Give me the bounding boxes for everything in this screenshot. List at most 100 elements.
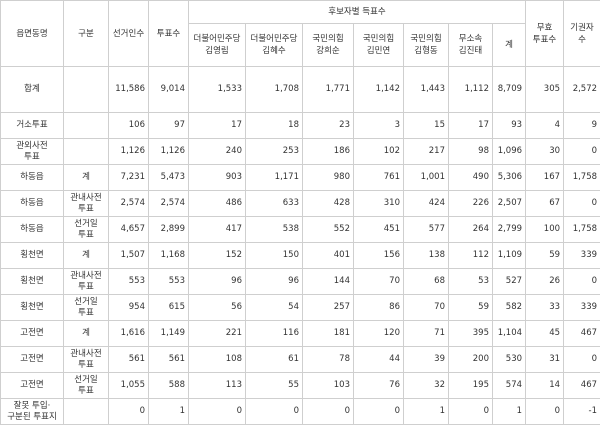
table-row: 하동읍 관내사전 투표 2,574 2,574 486 633 428 310 424 226 2,… <box>0 190 600 217</box>
table-cell: 186 <box>302 138 354 165</box>
table-cell: 44 <box>353 346 404 373</box>
table-cell: 97 <box>148 112 189 139</box>
table-cell: 339 <box>563 242 600 269</box>
header-cell: 국민의힘 김민연 <box>353 23 404 67</box>
table-cell: 2,507 <box>491 190 527 217</box>
header-cell: 더불어민주당 김영림 <box>188 23 246 67</box>
table-cell: 120 <box>353 320 404 347</box>
table-cell: 264 <box>448 216 493 243</box>
table-cell: 305 <box>525 66 565 113</box>
table-cell: 221 <box>188 320 246 347</box>
table-cell: 112 <box>448 242 493 269</box>
header-cell: 더불어민주당 김혜수 <box>245 23 303 67</box>
table-cell <box>63 66 109 113</box>
table-cell: 339 <box>563 294 600 321</box>
table-cell: 59 <box>448 294 493 321</box>
table-cell: 1,104 <box>491 320 527 347</box>
table-cell: 93 <box>491 112 527 139</box>
table-cell: 561 <box>148 346 189 373</box>
table-cell: 32 <box>403 372 449 399</box>
table-cell: 226 <box>448 190 493 217</box>
table-row: 횡천면 계 1,507 1,168 152 150 401 156 138 112 1,109 59 3… <box>0 242 600 269</box>
table-cell: 615 <box>148 294 189 321</box>
table-row: 횡천면 관내사전 투표 553 553 96 96 144 70 68 53 527 26 0 <box>0 268 600 295</box>
table-cell: 0 <box>108 398 149 425</box>
table-row: 합계 11,586 9,014 1,533 1,708 1,771 1,142 1,443 1,… <box>0 66 600 113</box>
table-cell: 관내사전 투표 <box>63 190 109 217</box>
table-cell: 1,142 <box>353 66 404 113</box>
header-cell: 선거인수 <box>108 0 149 67</box>
table-cell: 59 <box>525 242 565 269</box>
table-cell: 0 <box>563 138 600 165</box>
table-cell: 23 <box>302 112 354 139</box>
table-cell: 257 <box>302 294 354 321</box>
table-cell: 588 <box>148 372 189 399</box>
table-cell: 1,126 <box>108 138 149 165</box>
table-cell: 954 <box>108 294 149 321</box>
table-cell: 108 <box>188 346 246 373</box>
table-row: 거소투표 106 97 17 18 23 3 15 17 93 4 9 <box>0 112 600 139</box>
header-cell: 읍면동명 <box>0 0 64 67</box>
table-cell: 903 <box>188 164 246 191</box>
table-cell: 횡천면 <box>0 294 64 321</box>
table-cell: 451 <box>353 216 404 243</box>
table-cell: 26 <box>525 268 565 295</box>
table-row: 고전면 계 1,616 1,149 221 116 181 120 71 395 1,104 45 46… <box>0 320 600 347</box>
table-cell: 1,708 <box>245 66 303 113</box>
table-cell: 15 <box>403 112 449 139</box>
header-cell: 국민의힘 강희순 <box>302 23 354 67</box>
table-cell: 71 <box>403 320 449 347</box>
table-cell: 2,574 <box>148 190 189 217</box>
table-cell: 8,709 <box>491 66 527 113</box>
table-cell: 1,758 <box>563 216 600 243</box>
table-cell: 계 <box>63 320 109 347</box>
table-cell: 30 <box>525 138 565 165</box>
table-cell: 100 <box>525 216 565 243</box>
table-cell: 156 <box>353 242 404 269</box>
table-cell: 467 <box>563 372 600 399</box>
table-cell: 31 <box>525 346 565 373</box>
table-cell: 102 <box>353 138 404 165</box>
table-cell: 1 <box>148 398 189 425</box>
table-cell: 7,231 <box>108 164 149 191</box>
table-cell: 200 <box>448 346 493 373</box>
table-cell: 417 <box>188 216 246 243</box>
table-cell: 계 <box>63 164 109 191</box>
table-cell: 1,616 <box>108 320 149 347</box>
table-row: 고전면 관내사전 투표 561 561 108 61 78 44 39 200 530 31 0 <box>0 346 600 373</box>
table-cell: 45 <box>525 320 565 347</box>
table-cell: 527 <box>491 268 527 295</box>
table-cell: 17 <box>188 112 246 139</box>
table-cell: 582 <box>491 294 527 321</box>
table-cell: 1,507 <box>108 242 149 269</box>
table-cell: 428 <box>302 190 354 217</box>
table-cell: 103 <box>302 372 354 399</box>
table-cell: 9 <box>563 112 600 139</box>
table-cell: 고전면 <box>0 346 64 373</box>
table-body: 합계 11,586 9,014 1,533 1,708 1,771 1,142 1,443 1,… <box>0 66 600 425</box>
table-cell: 1,168 <box>148 242 189 269</box>
table-cell: 96 <box>245 268 303 295</box>
table-cell: 1,171 <box>245 164 303 191</box>
table-cell: 490 <box>448 164 493 191</box>
table-cell: 계 <box>63 242 109 269</box>
table-cell: 1,096 <box>491 138 527 165</box>
table-cell: 1,112 <box>448 66 493 113</box>
table-cell: 553 <box>148 268 189 295</box>
table-cell: 253 <box>245 138 303 165</box>
table-cell <box>63 398 109 425</box>
table-cell: 0 <box>563 268 600 295</box>
table-cell: 56 <box>188 294 246 321</box>
header-cell: 기권자 수 <box>563 0 600 67</box>
table-cell: 217 <box>403 138 449 165</box>
header-cell: 국민의힘 김형동 <box>403 23 449 67</box>
table-cell: 152 <box>188 242 246 269</box>
table-cell: 486 <box>188 190 246 217</box>
header-cell: 무소속 김진태 <box>448 23 493 67</box>
table-cell: 18 <box>245 112 303 139</box>
table-cell: 61 <box>245 346 303 373</box>
table-cell: 1,771 <box>302 66 354 113</box>
table-cell: 0 <box>245 398 303 425</box>
results-table: 읍면동명 구분 선거인수 투표수 후보자별 득표수 무효 투표수 기권자 수 더… <box>0 0 600 425</box>
